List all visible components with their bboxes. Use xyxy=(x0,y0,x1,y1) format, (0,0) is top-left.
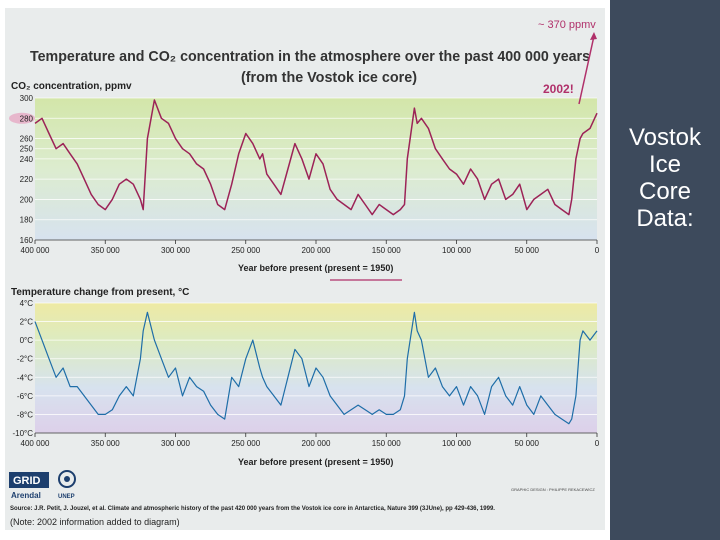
co2-x-tick-label: 400 000 xyxy=(21,246,50,255)
co2-y-tick-label: 240 xyxy=(20,155,34,164)
co2-plot-background xyxy=(35,98,597,240)
co2-y-tick-label: 220 xyxy=(20,175,34,184)
side-caption-line-2: Ice xyxy=(648,151,681,178)
temp-y-tick-label: 4°C xyxy=(20,299,34,308)
co2-x-tick-label: 150 000 xyxy=(372,246,401,255)
annotation-2002: 2002! xyxy=(543,82,574,96)
annotation-ppmv: ~ 370 ppmv xyxy=(538,19,596,31)
temp-x-tick-label: 250 000 xyxy=(231,439,260,448)
co2-y-tick-label: 250 xyxy=(20,145,34,154)
temp-x-tick-label: 100 000 xyxy=(442,439,471,448)
temp-axis-title: Temperature change from present, °C xyxy=(11,287,189,298)
co2-x-tick-label: 100 000 xyxy=(442,246,471,255)
side-caption-line-4: Data: xyxy=(636,205,694,232)
co2-x-axis-title: Year before present (present = 1950) xyxy=(238,263,393,273)
temp-x-tick-label: 50 000 xyxy=(515,439,540,448)
co2-axis-title: CO₂ concentration, ppmv xyxy=(11,81,132,92)
grid-arendal-logo: GRID Arendal xyxy=(9,472,49,500)
co2-y-tick-label: 300 xyxy=(20,94,34,103)
side-caption-line-3: Core xyxy=(638,178,692,205)
figure-title-line1: Temperature and CO₂ concentration in the… xyxy=(30,48,590,65)
temp-y-tick-label: -2°C xyxy=(17,355,33,364)
co2-y-tick-label: 260 xyxy=(20,135,34,144)
source-citation: Source: J.R. Petit, J. Jouzel, et al. Cl… xyxy=(10,506,495,512)
figure-title-line2: (from the Vostok ice core) xyxy=(241,69,417,86)
temp-x-ticks: 400 000 350 000 300 000 250 000 200 000 150 0… xyxy=(21,432,600,448)
temp-y-tick-label: 2°C xyxy=(20,318,34,327)
co2-x-tick-label: 200 000 xyxy=(302,246,331,255)
temperature-chart: Temperature change from present, °C 4°C 2… xyxy=(11,287,600,467)
co2-y-tick-label: 280 xyxy=(20,114,34,123)
unep-logo: UNEP xyxy=(58,470,76,500)
temp-y-tick-label: -4°C xyxy=(17,373,33,382)
graphic-credit: GRAPHIC DESIGN : PHILIPPE REKACEWICZ xyxy=(511,487,595,492)
co2-x-tick-label: 50 000 xyxy=(515,246,540,255)
temp-x-tick-label: 350 000 xyxy=(91,439,120,448)
co2-x-tick-label: 350 000 xyxy=(91,246,120,255)
co2-x-ticks: 400 000 350 000 300 000 250 000 200 000 150 0… xyxy=(21,239,600,255)
arrow-2002 xyxy=(578,35,595,105)
co2-y-tick-label: 180 xyxy=(20,216,34,225)
co2-series-line xyxy=(34,99,598,216)
temp-x-tick-label: 300 000 xyxy=(161,439,190,448)
temp-y-tick-label: 0°C xyxy=(20,336,34,345)
temp-y-tick-label: -8°C xyxy=(17,410,33,419)
co2-x-tick-label: 300 000 xyxy=(161,246,190,255)
temp-y-ticks: 4°C 2°C 0°C -2°C -4°C -6°C -8°C -10°C xyxy=(12,299,33,438)
temp-x-tick-label: 400 000 xyxy=(21,439,50,448)
side-panel xyxy=(610,0,720,540)
figure-svg: ~ 370 ppmv Temperature and CO₂ concentra… xyxy=(9,19,600,527)
co2-y-tick-label: 160 xyxy=(20,236,34,245)
temp-y-tick-label: -6°C xyxy=(17,392,33,401)
co2-chart: CO₂ concentration, ppmv 1601802002202402… xyxy=(9,81,600,281)
co2-x-tick-label: 0 xyxy=(595,246,600,255)
logo-unep-text: UNEP xyxy=(58,494,75,500)
vostok-figure: ~ 370 ppmv Temperature and CO₂ concentra… xyxy=(5,8,605,530)
logo-grid-text: GRID xyxy=(13,475,41,487)
highlight-280-marker xyxy=(9,112,35,124)
temp-x-tick-label: 0 xyxy=(595,439,600,448)
temp-y-tick-label: -10°C xyxy=(12,429,33,438)
temp-x-axis-title: Year before present (present = 1950) xyxy=(238,457,393,467)
side-caption-line-1: Vostok xyxy=(628,124,702,151)
temp-x-tick-label: 200 000 xyxy=(302,439,331,448)
temperature-series-line xyxy=(34,311,598,425)
temp-x-tick-label: 150 000 xyxy=(372,439,401,448)
side-caption: Vostok Ice Core Data: xyxy=(612,124,718,232)
note-line: (Note: 2002 information added to diagram… xyxy=(10,517,180,527)
co2-y-tick-label: 200 xyxy=(20,195,34,204)
logo-arendal-text: Arendal xyxy=(11,491,41,500)
co2-x-tick-label: 250 000 xyxy=(231,246,260,255)
arrow-2002-head xyxy=(590,32,597,40)
